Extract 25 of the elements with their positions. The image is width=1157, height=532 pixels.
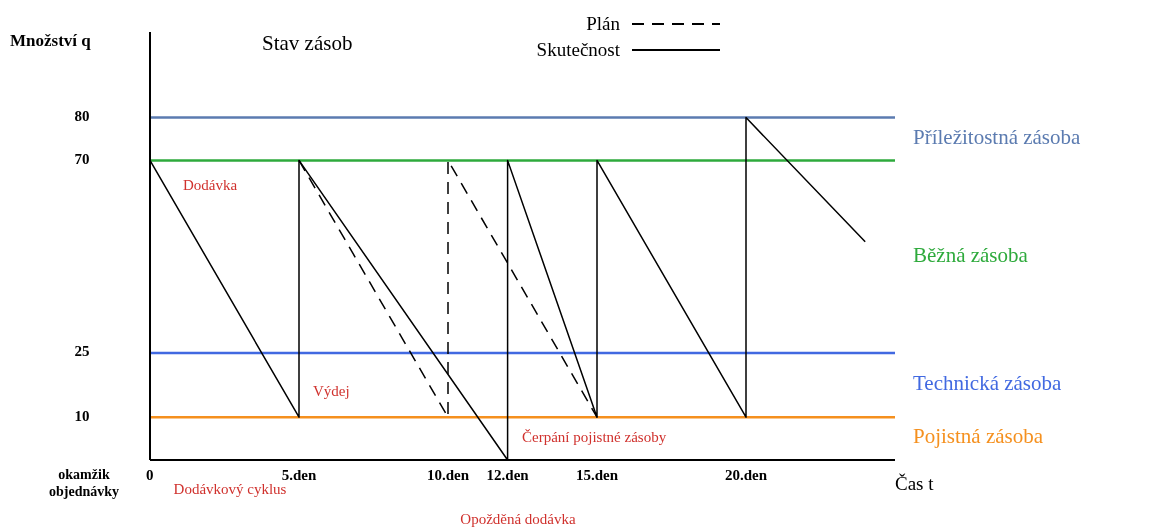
ref-line-label: Technická zásoba bbox=[913, 370, 1063, 395]
legend-label: Skutečnost bbox=[536, 39, 621, 60]
text: Opožděná dodávka bbox=[460, 511, 577, 527]
y-tick-label: 80 bbox=[74, 108, 90, 125]
annotation: Výdej bbox=[313, 383, 350, 399]
legend-label: Plán bbox=[586, 13, 621, 34]
x-tick-label: 20.den bbox=[724, 467, 768, 483]
ref-line-label: Běžná zásoba bbox=[913, 242, 1029, 267]
text: Dodávkový cyklus bbox=[173, 481, 287, 497]
y-axis-title: Množství q bbox=[10, 31, 92, 50]
text: okamžik objednávky bbox=[48, 467, 120, 499]
x-tick-label: 5.den bbox=[281, 467, 317, 483]
x-tick-label: 0 bbox=[146, 467, 154, 483]
x-axis-title: Čas t bbox=[895, 473, 935, 494]
x-tick-label: 10.den bbox=[426, 467, 470, 483]
y-tick-label: 70 bbox=[74, 150, 90, 167]
y-tick-label: 25 bbox=[74, 343, 90, 360]
annotation: Čerpání pojistné zásoby bbox=[522, 429, 667, 445]
x-tick-label: 15.den bbox=[575, 467, 619, 483]
ref-line-label: Příležitostná zásoba bbox=[913, 124, 1082, 149]
ref-line-label: Pojistná zásoba bbox=[913, 424, 1044, 449]
annotation: Dodávka bbox=[183, 177, 238, 193]
x-tick-label: 12.den bbox=[486, 467, 530, 483]
y-tick-label: 10 bbox=[74, 407, 90, 424]
chart-title: Stav zásob bbox=[262, 31, 353, 55]
